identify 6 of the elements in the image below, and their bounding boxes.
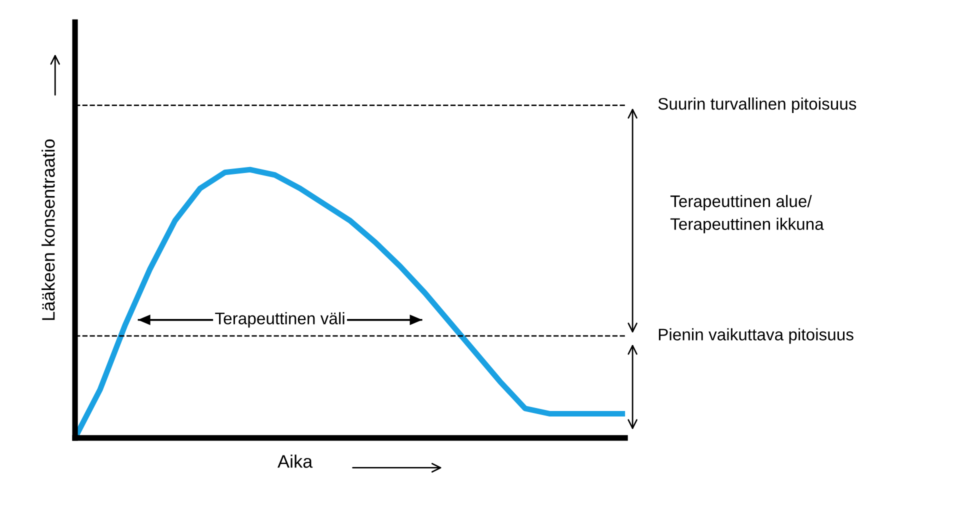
ref-line-label: Pienin vaikuttava pitoisuus [658,328,854,344]
ref-line-label: Suurin turvallinen pitoisuus [658,98,856,114]
annotation: Terapeuttinen väli [215,312,344,328]
x-axis-title: Aika [278,454,313,468]
y-axis-title: Lääkeen konsentraatio [42,139,55,320]
text: Terapeuttinen alue/ Terapeuttinen ikkuna [670,194,824,234]
